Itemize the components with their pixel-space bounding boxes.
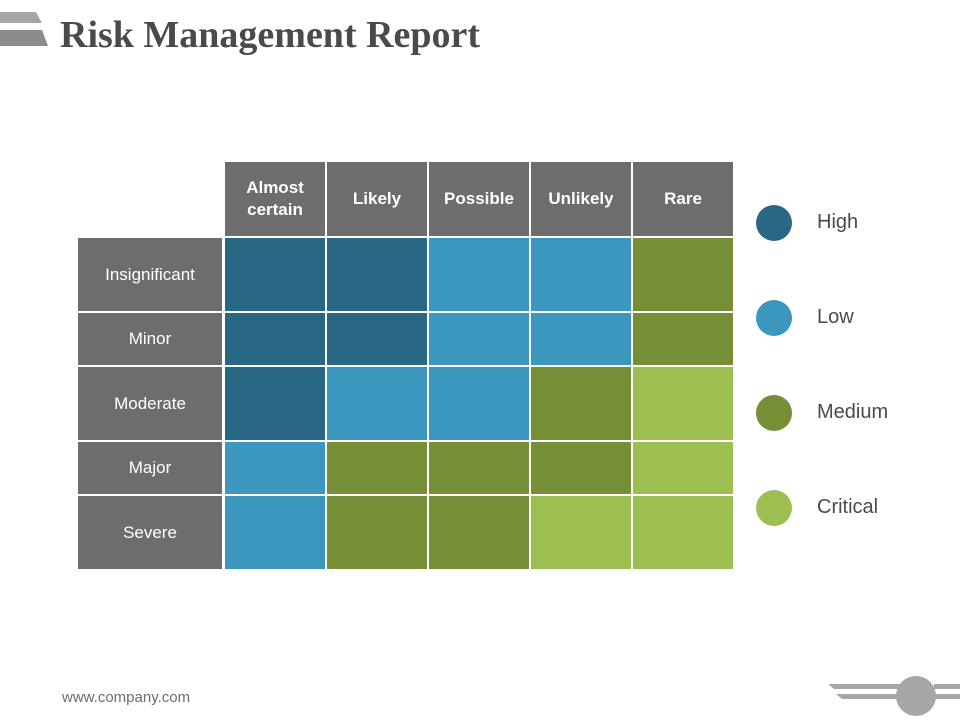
legend-label-critical: Critical xyxy=(817,496,879,518)
risk-cell-minor-likely xyxy=(327,313,427,365)
risk-cell-moderate-almost-certain xyxy=(225,367,325,440)
footer-url: www.company.com xyxy=(62,689,191,706)
risk-cell-insignificant-almost-certain xyxy=(225,238,325,311)
risk-cell-severe-almost-certain xyxy=(225,496,325,569)
risk-cell-moderate-rare xyxy=(633,367,733,440)
risk-cell-minor-unlikely xyxy=(531,313,631,365)
risk-cell-moderate-possible xyxy=(429,367,529,440)
footer-decoration-icon xyxy=(828,676,960,716)
risk-cell-minor-possible xyxy=(429,313,529,365)
legend-label-medium: Medium xyxy=(817,401,889,423)
row-header-moderate: Moderate xyxy=(78,367,222,440)
risk-cell-insignificant-likely xyxy=(327,238,427,311)
column-header-unlikely: Unlikely xyxy=(531,162,631,236)
title-decoration-icon xyxy=(0,12,48,46)
legend-swatch-critical xyxy=(756,490,792,526)
risk-cell-major-likely xyxy=(327,442,427,494)
risk-cell-severe-possible xyxy=(429,496,529,569)
legend-swatch-high xyxy=(756,205,792,241)
legend-label-low: Low xyxy=(817,306,854,328)
row-header-insignificant: Insignificant xyxy=(78,238,222,311)
legend-swatch-low xyxy=(756,300,792,336)
legend-swatch-medium xyxy=(756,395,792,431)
risk-cell-major-unlikely xyxy=(531,442,631,494)
risk-cell-severe-unlikely xyxy=(531,496,631,569)
risk-cell-insignificant-unlikely xyxy=(531,238,631,311)
risk-cell-major-possible xyxy=(429,442,529,494)
column-header-likely: Likely xyxy=(327,162,427,236)
risk-cell-major-almost-certain xyxy=(225,442,325,494)
risk-cell-moderate-likely xyxy=(327,367,427,440)
column-header-almost-certain: Almost certain xyxy=(225,162,325,236)
risk-cell-insignificant-rare xyxy=(633,238,733,311)
row-header-minor: Minor xyxy=(78,313,222,365)
risk-cell-severe-rare xyxy=(633,496,733,569)
risk-cell-severe-likely xyxy=(327,496,427,569)
risk-cell-moderate-unlikely xyxy=(531,367,631,440)
page-title: Risk Management Report xyxy=(60,14,481,56)
legend-label-high: High xyxy=(817,211,859,233)
column-header-rare: Rare xyxy=(633,162,733,236)
row-header-severe: Severe xyxy=(78,496,222,569)
row-header-major: Major xyxy=(78,442,222,494)
column-header-possible: Possible xyxy=(429,162,529,236)
risk-cell-major-rare xyxy=(633,442,733,494)
risk-cell-minor-rare xyxy=(633,313,733,365)
risk-cell-insignificant-possible xyxy=(429,238,529,311)
risk-cell-minor-almost-certain xyxy=(225,313,325,365)
